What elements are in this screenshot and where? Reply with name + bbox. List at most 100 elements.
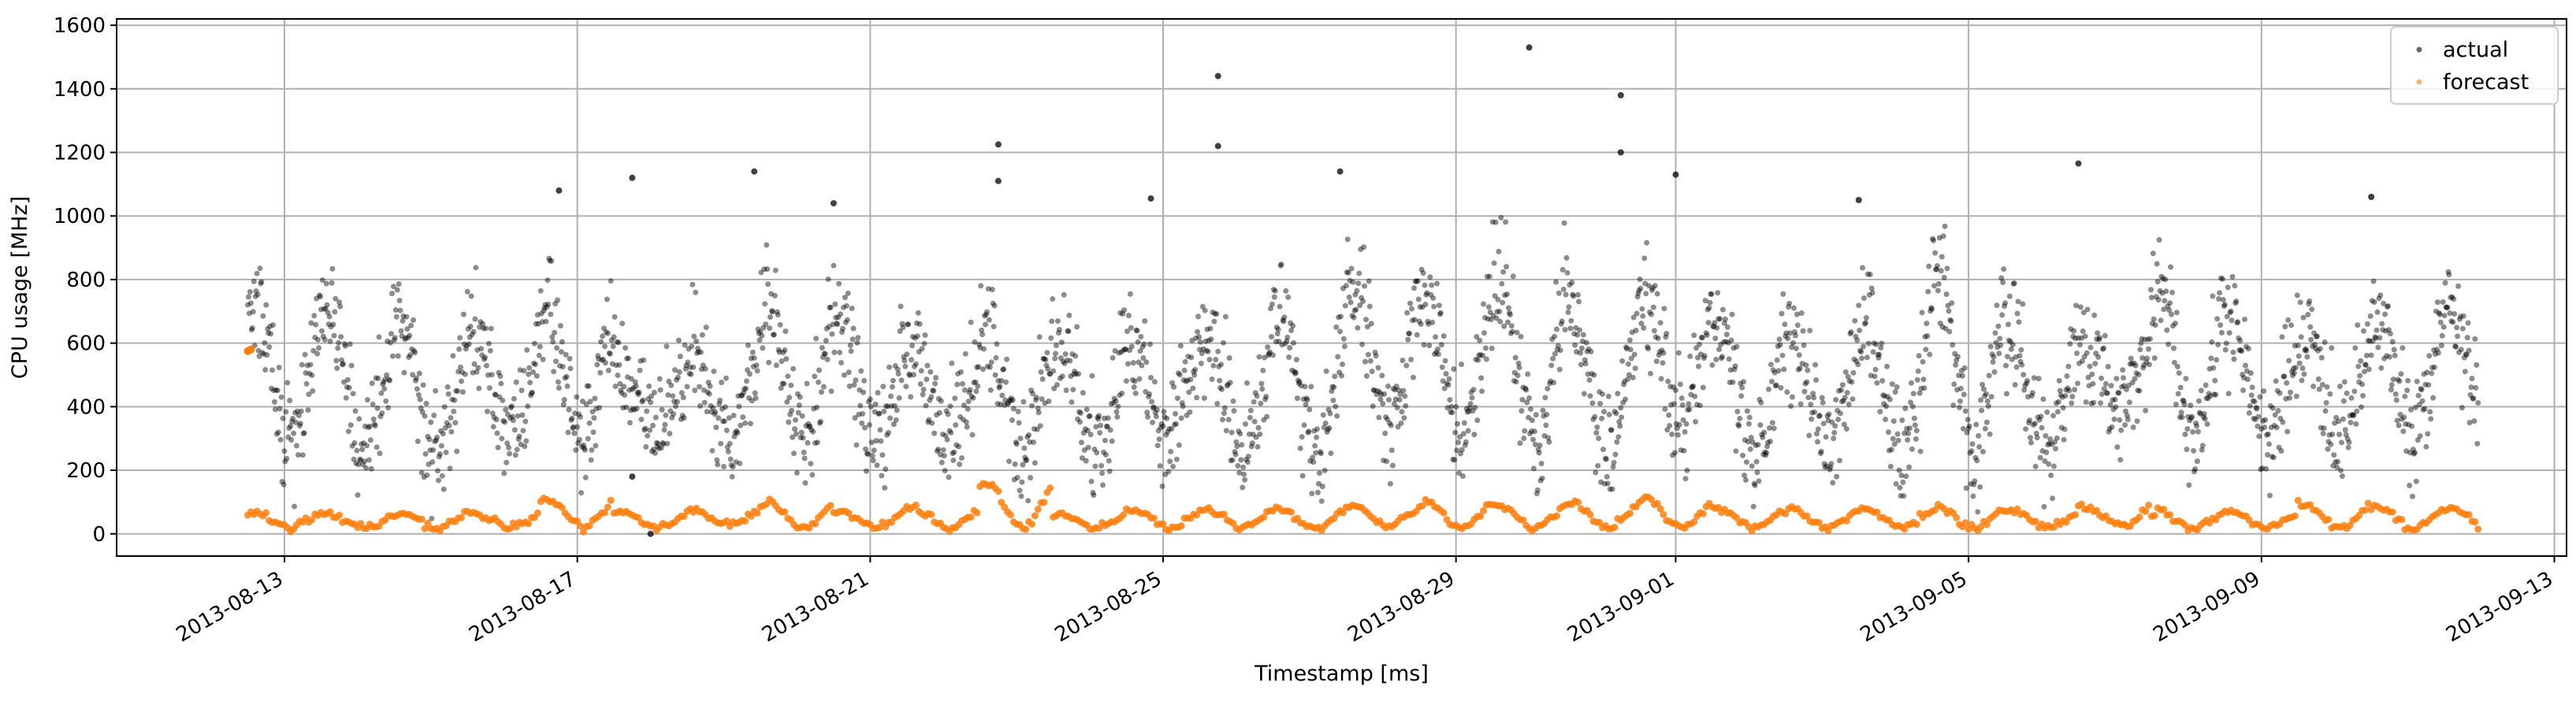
data-point-actual: [2349, 411, 2355, 417]
data-point-actual: [2336, 418, 2342, 425]
data-point-actual: [2311, 330, 2318, 336]
data-point-actual: [1435, 346, 1440, 352]
data-point-actual: [1973, 421, 1979, 428]
data-point-actual: [1091, 447, 1098, 452]
data-point-actual: [2257, 394, 2263, 400]
data-point-actual: [1472, 404, 1478, 410]
data-point-actual: [2178, 410, 2184, 416]
data-point-actual: [1222, 313, 1229, 320]
data-point-forecast: [1480, 506, 1487, 514]
data-point-actual: [1372, 349, 1378, 355]
data-point-actual: [1243, 421, 1248, 427]
data-point-actual: [2283, 395, 2289, 402]
data-point-actual: [555, 379, 561, 385]
data-point-actual: [2250, 398, 2256, 404]
data-point-actual: [975, 383, 981, 389]
data-point-actual: [597, 405, 603, 411]
data-point-actual: [606, 350, 612, 356]
data-point-actual: [930, 388, 936, 394]
data-point-actual: [1210, 310, 1216, 315]
data-point-actual: [2013, 364, 2020, 370]
data-point-actual: [541, 308, 547, 314]
data-point-actual: [1507, 330, 1514, 336]
data-point-actual: [2176, 414, 2183, 421]
data-point-actual: [2308, 336, 2314, 343]
data-point-actual: [1682, 428, 1688, 435]
data-point-actual: [1702, 298, 1708, 304]
data-point-actual: [2291, 365, 2296, 372]
data-point-actual: [2191, 469, 2198, 475]
data-point-actual: [257, 265, 263, 272]
data-point-actual: [2302, 347, 2308, 354]
data-point-actual: [2299, 377, 2305, 384]
data-point-actual: [2038, 414, 2044, 420]
data-point-actual: [1853, 358, 1860, 365]
data-point-actual: [1374, 388, 1381, 394]
data-point-actual: [1655, 336, 1661, 341]
data-point-actual: [2076, 360, 2082, 366]
data-point-actual: [2169, 289, 2176, 295]
data-point-actual: [437, 451, 443, 457]
data-point-actual: [1617, 91, 1624, 98]
data-point-actual: [1846, 401, 1852, 407]
data-point-actual: [593, 406, 600, 412]
data-point-forecast: [2072, 510, 2080, 518]
data-point-actual: [2280, 419, 2286, 425]
data-point-actual: [1638, 321, 1645, 327]
data-point-actual: [2394, 417, 2400, 424]
data-point-actual: [995, 377, 1002, 384]
data-point-actual: [2123, 408, 2128, 414]
data-point-actual: [2042, 458, 2048, 464]
data-point-actual: [1017, 488, 1023, 494]
data-point-actual: [2422, 406, 2428, 412]
data-point-actual: [2418, 387, 2425, 393]
data-point-actual: [1502, 292, 1508, 299]
data-point-actual: [979, 332, 986, 338]
data-point-actual: [1482, 314, 1488, 321]
data-point-actual: [1742, 437, 1748, 443]
data-point-actual: [579, 399, 585, 404]
data-point-actual: [1901, 493, 1907, 499]
data-point-actual: [535, 321, 541, 327]
data-point-actual: [1333, 403, 1339, 410]
data-point-forecast: [2166, 511, 2174, 518]
data-point-actual: [2147, 362, 2152, 368]
data-point-actual: [1009, 397, 1016, 403]
data-point-actual: [351, 456, 357, 462]
data-point-forecast: [424, 519, 432, 527]
data-point-actual: [1858, 349, 1864, 355]
data-point-actual: [2102, 332, 2108, 339]
data-point-actual: [463, 346, 469, 352]
data-point-actual: [1888, 447, 1894, 453]
data-point-actual: [604, 296, 610, 302]
data-point-actual: [2098, 375, 2105, 381]
data-point-actual: [323, 280, 329, 287]
data-point-forecast: [1660, 510, 1667, 518]
data-point-actual: [1464, 409, 1470, 415]
data-point-forecast: [1586, 510, 1594, 518]
data-point-actual: [881, 408, 887, 414]
data-point-actual: [1257, 431, 1263, 437]
data-point-actual: [1983, 391, 1989, 397]
data-point-actual: [281, 481, 287, 488]
data-point-actual: [2067, 341, 2073, 347]
data-point-actual: [819, 345, 825, 350]
data-point-actual: [1347, 277, 1353, 284]
data-point-actual: [1132, 390, 1139, 396]
data-point-actual: [715, 462, 721, 468]
data-point-actual: [1989, 351, 1995, 358]
data-point-actual: [1936, 235, 1942, 241]
data-point-actual: [1765, 440, 1771, 446]
data-point-forecast: [967, 514, 975, 521]
data-point-actual: [318, 306, 324, 313]
data-point-actual: [2318, 354, 2325, 361]
data-point-actual: [1689, 384, 1695, 391]
data-point-actual: [1266, 352, 1272, 358]
data-point-actual: [2229, 273, 2236, 280]
data-point-actual: [2157, 287, 2163, 294]
data-point-actual: [1262, 396, 1269, 402]
data-point-actual: [652, 414, 659, 421]
data-point-actual: [1124, 328, 1130, 335]
data-point-actual: [701, 387, 707, 393]
data-point-actual: [1063, 388, 1069, 393]
